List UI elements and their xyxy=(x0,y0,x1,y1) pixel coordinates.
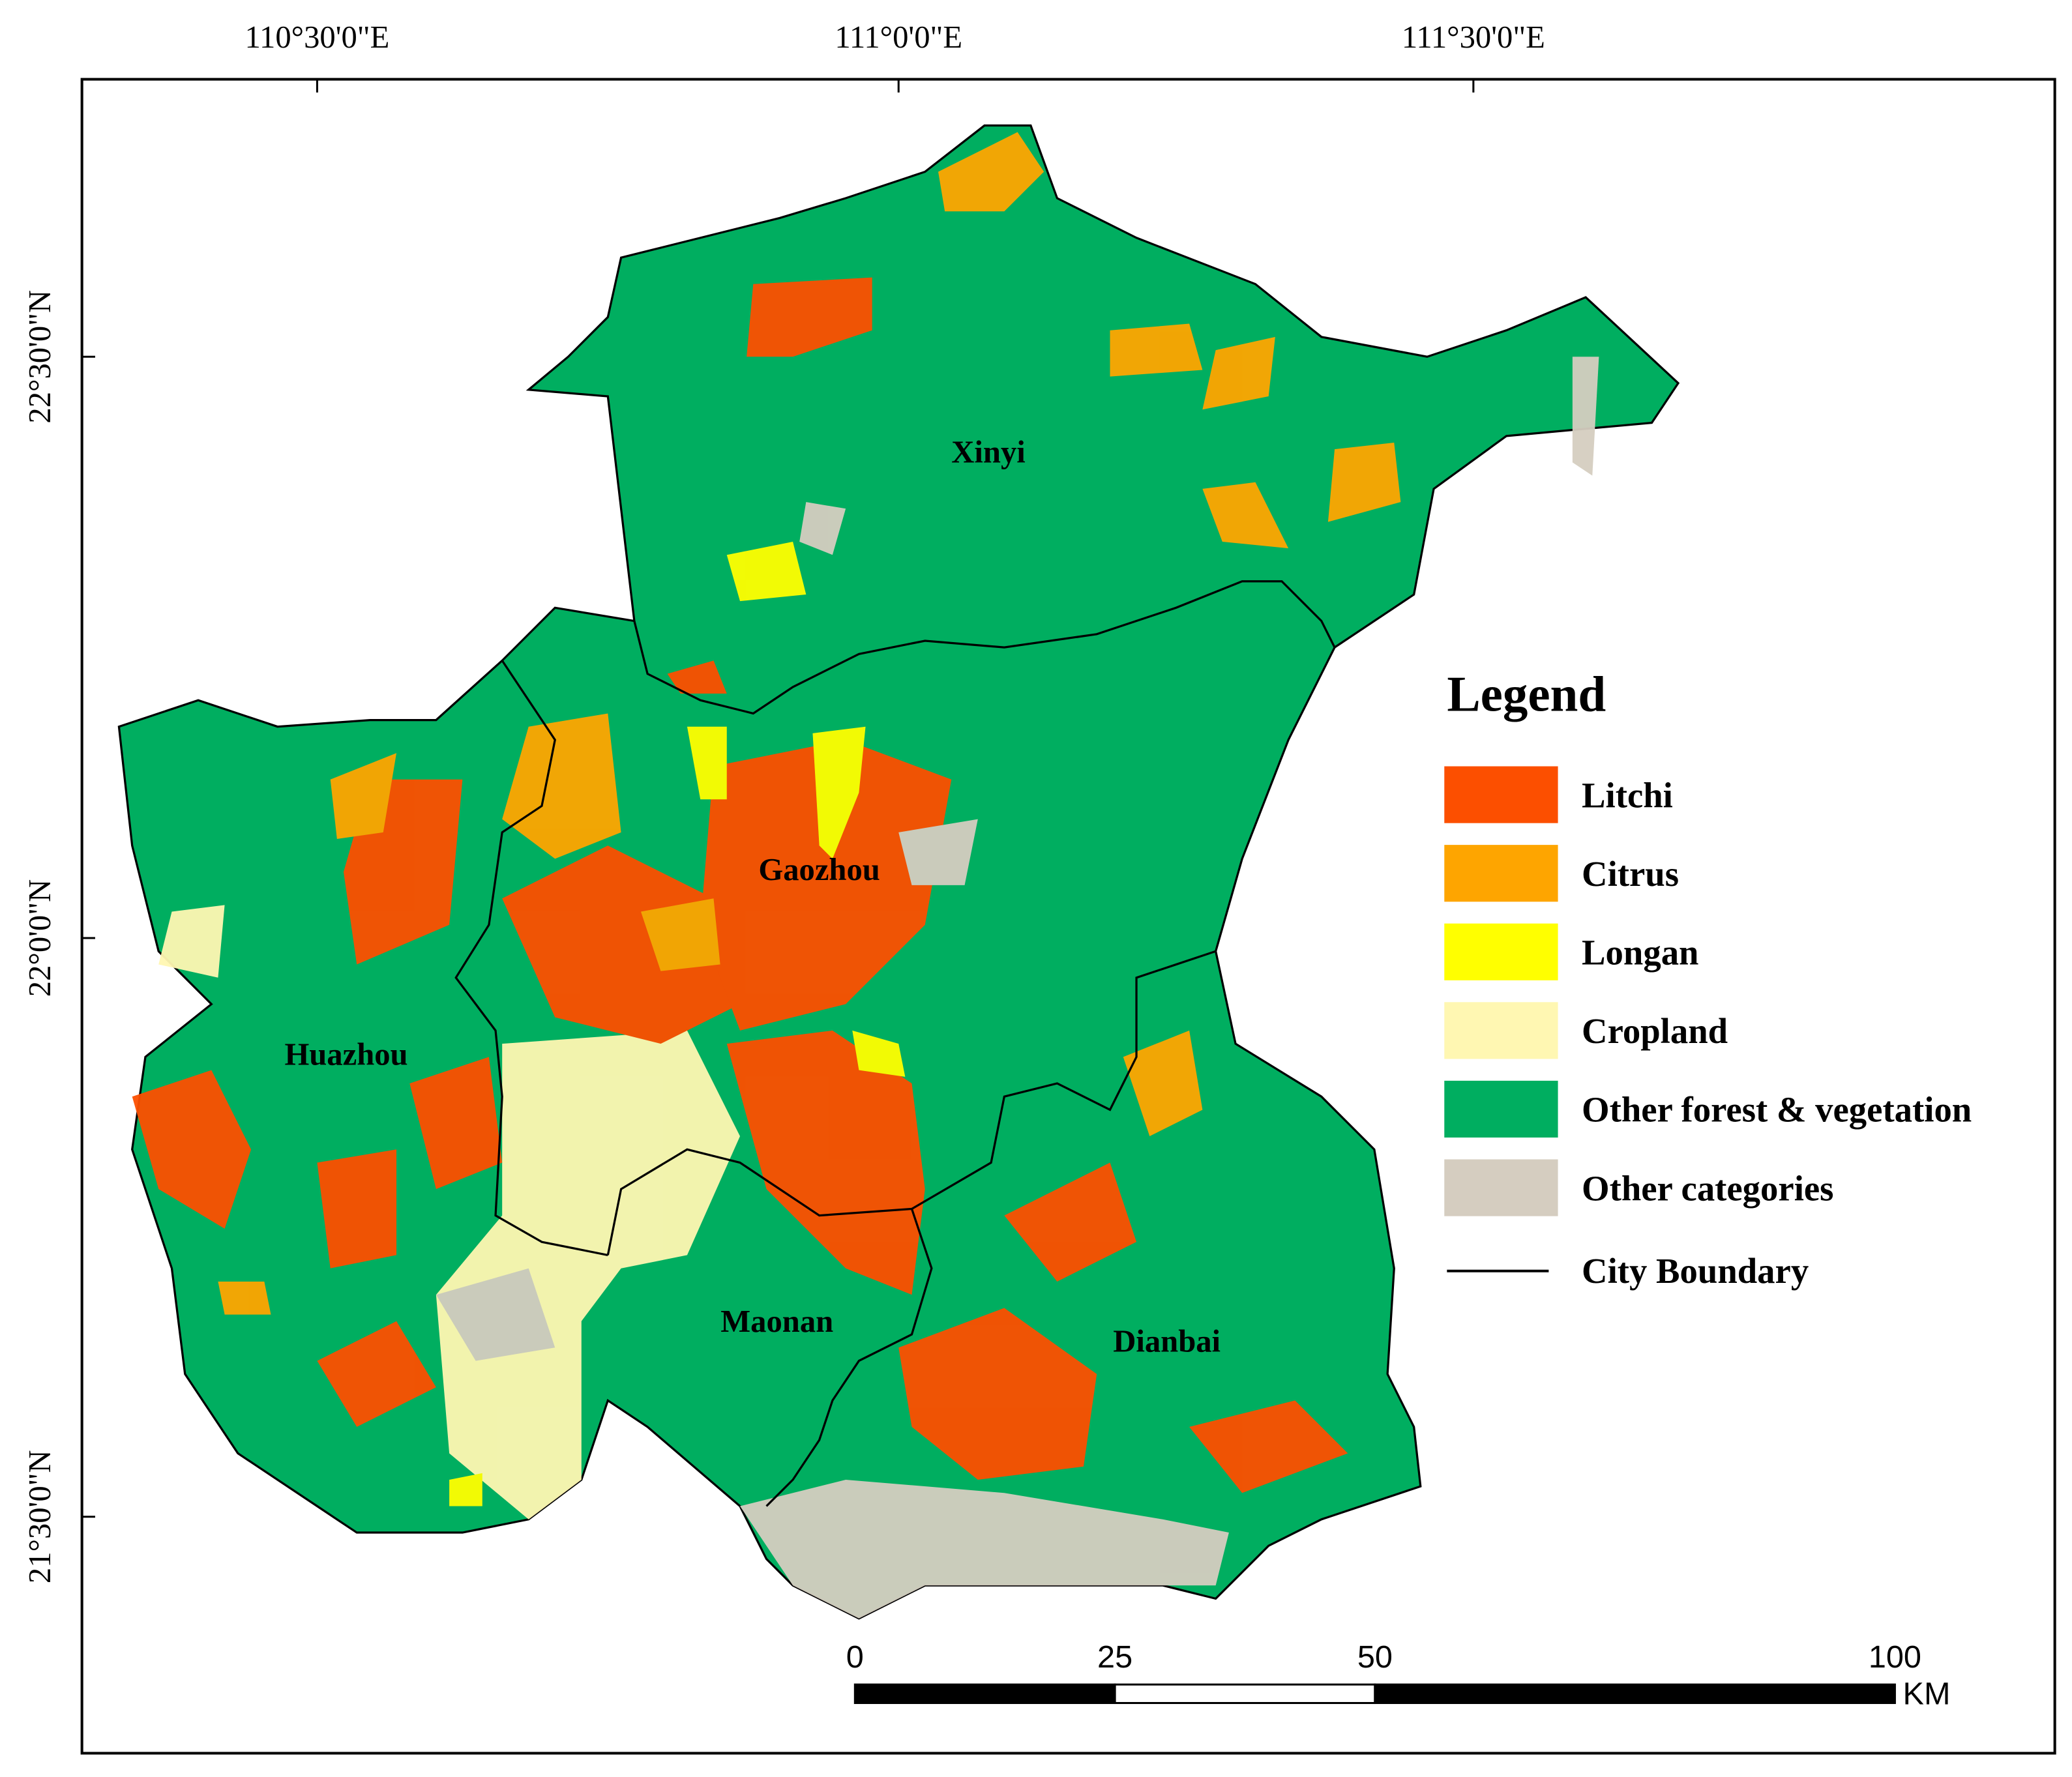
latitude-label: 22°0'0"N xyxy=(22,879,57,997)
longitude-label: 111°30'0"E xyxy=(1402,20,1545,55)
legend-label: Litchi xyxy=(1582,775,1673,815)
legend-swatch xyxy=(1444,1080,1558,1138)
legend-swatch xyxy=(1444,845,1558,902)
scale-label: 25 xyxy=(1097,1639,1132,1675)
legend-label: Other forest & vegetation xyxy=(1582,1090,1972,1130)
legend-label: City Boundary xyxy=(1582,1251,1809,1291)
legend-label: Cropland xyxy=(1582,1011,1728,1051)
scale-segment xyxy=(853,1683,1116,1705)
legend-swatch xyxy=(1444,766,1558,823)
legend-title: Legend xyxy=(1447,666,1606,722)
legend-swatch xyxy=(1444,923,1558,980)
legend-swatch xyxy=(1444,1159,1558,1216)
legend: Legend City Boundary Litchi Citrus Longan C… xyxy=(1444,666,1972,1291)
city-boundaries xyxy=(454,580,1336,1507)
legend-label: Citrus xyxy=(1582,854,1679,894)
city-label: Gaozhou xyxy=(758,852,880,887)
city-label: Xinyi xyxy=(951,434,1026,469)
scale-segment xyxy=(1374,1683,1896,1705)
latitude-label: 22°30'0"N xyxy=(22,290,57,424)
map-frame xyxy=(80,78,2056,1755)
city-label: Dianbai xyxy=(1113,1323,1221,1358)
legend-swatch xyxy=(1444,1002,1558,1059)
land-cover-patches xyxy=(132,132,1599,1619)
latitude-label: 21°30'0"N xyxy=(22,1450,57,1583)
scale-label: 0 xyxy=(846,1639,864,1675)
city-label: Huazhou xyxy=(284,1037,407,1072)
legend-label: Longan xyxy=(1582,933,1698,973)
scale-label: 100 xyxy=(1869,1639,1921,1675)
graticule xyxy=(81,79,1475,1518)
longitude-label: 110°30'0"E xyxy=(245,20,390,55)
scale-unit: KM xyxy=(1903,1677,1951,1712)
scale-segment xyxy=(1114,1683,1376,1705)
scale-label: 50 xyxy=(1357,1639,1393,1675)
city-label: Maonan xyxy=(720,1304,833,1339)
legend-label: Other categories xyxy=(1582,1168,1833,1208)
longitude-label: 111°0'0"E xyxy=(835,20,962,55)
map-body xyxy=(117,124,1680,1620)
